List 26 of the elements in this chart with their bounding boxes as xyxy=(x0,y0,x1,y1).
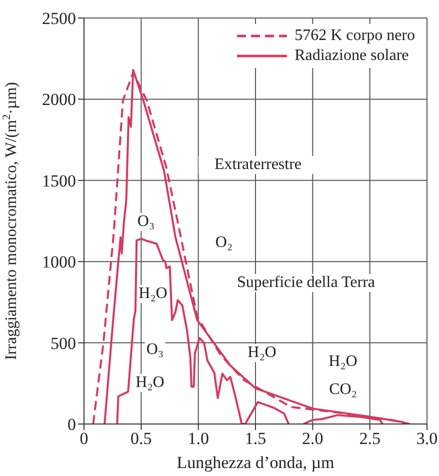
annotation: H₂O xyxy=(248,344,276,361)
annotation: Extraterrestre xyxy=(214,156,302,173)
annotation: CO₂ xyxy=(329,380,357,398)
y-tick-label: 1000 xyxy=(42,252,76,272)
annotation: Superficie della Terra xyxy=(236,274,376,291)
legend-label: Radiazione solare xyxy=(294,46,409,66)
x-tick-label: 0.5 xyxy=(130,429,152,448)
y-tick-label: 2500 xyxy=(42,9,76,28)
y-tick-label: 500 xyxy=(50,334,76,353)
x-tick-label: 2.0 xyxy=(302,429,324,448)
x-axis-title: Lunghezza d’onda, µm xyxy=(176,453,334,472)
x-tick-label: 1.5 xyxy=(244,429,266,448)
y-tick-label: 0 xyxy=(68,415,76,434)
y-tick-label: 2000 xyxy=(42,90,76,110)
annotation: H₂O xyxy=(136,374,164,391)
annotation: H₂O xyxy=(328,352,358,370)
annotation: H₂O xyxy=(138,284,168,302)
y-tick-label: 1500 xyxy=(42,171,76,190)
x-tick-label: 2.5 xyxy=(359,429,380,448)
x-tick-label: 3.0 xyxy=(416,429,438,448)
annotation: O₃ xyxy=(146,340,164,358)
x-tick-label: 0 xyxy=(80,429,88,448)
x-tick-label: 1.0 xyxy=(188,429,209,448)
legend-label: 5762 K corpo nero xyxy=(294,26,415,46)
annotation: O₂ xyxy=(215,234,233,251)
annotation: O₃ xyxy=(137,212,155,230)
